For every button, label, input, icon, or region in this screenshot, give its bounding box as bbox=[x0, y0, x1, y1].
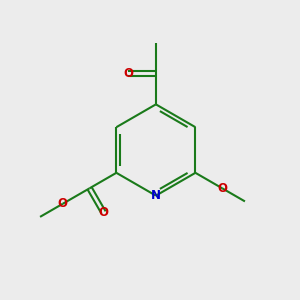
Text: O: O bbox=[123, 67, 133, 80]
Text: N: N bbox=[151, 189, 161, 202]
Text: O: O bbox=[58, 197, 68, 210]
Text: O: O bbox=[99, 206, 109, 219]
Text: O: O bbox=[217, 182, 227, 195]
